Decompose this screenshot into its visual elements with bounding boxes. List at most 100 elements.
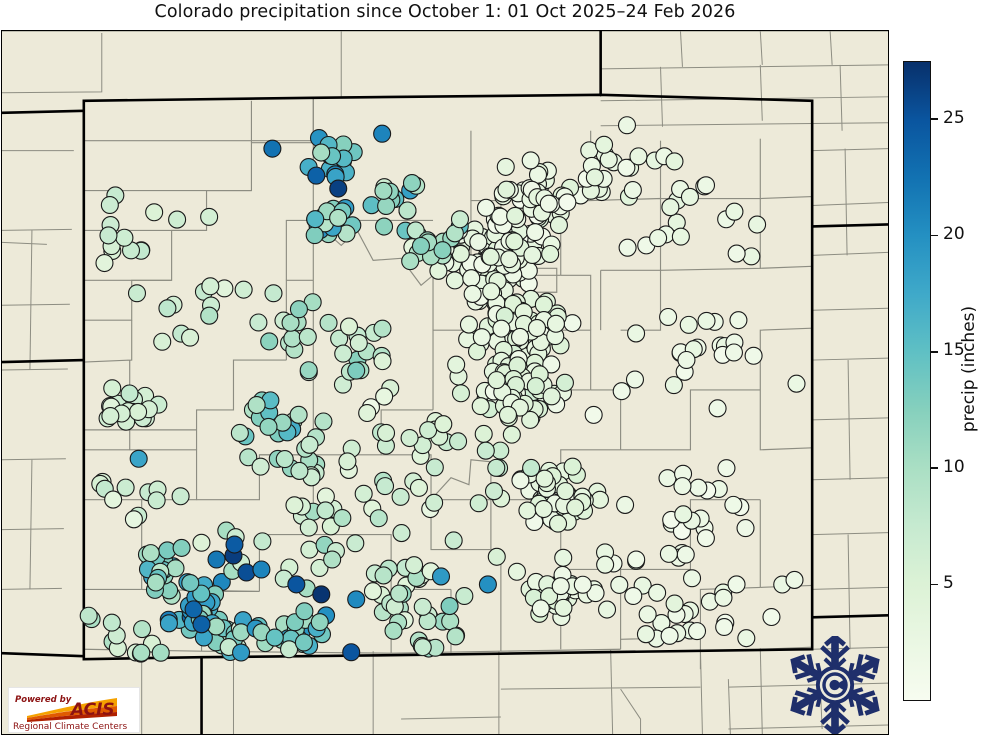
tick-mark	[931, 583, 938, 586]
station-marker	[133, 620, 152, 639]
station-marker	[444, 531, 463, 550]
station-marker	[665, 152, 684, 171]
station-marker	[373, 319, 392, 338]
station-marker	[595, 135, 614, 154]
station-marker	[305, 226, 324, 245]
station-marker	[573, 575, 592, 594]
station-marker	[612, 382, 631, 401]
tick-mark	[931, 234, 938, 237]
station-marker	[447, 355, 466, 374]
station-marker	[347, 590, 366, 609]
station-marker	[586, 584, 605, 603]
station-marker	[482, 282, 501, 301]
station-marker	[375, 387, 394, 406]
station-marker	[659, 307, 678, 327]
station-marker	[377, 196, 396, 216]
station-marker	[295, 602, 314, 621]
station-marker	[145, 203, 164, 222]
station-marker	[659, 544, 678, 563]
station-marker	[673, 477, 692, 496]
station-marker	[680, 187, 699, 206]
station-marker	[103, 379, 122, 398]
station-marker	[531, 599, 550, 618]
station-marker	[147, 491, 166, 510]
station-marker	[742, 247, 761, 266]
station-marker	[526, 223, 545, 242]
station-marker	[391, 487, 410, 506]
station-marker	[230, 423, 249, 442]
station-marker	[323, 550, 342, 569]
station-marker	[120, 384, 139, 403]
station-marker	[534, 500, 553, 519]
station-marker	[566, 498, 585, 517]
station-marker	[79, 606, 98, 625]
station-marker	[727, 575, 746, 594]
station-marker	[534, 295, 553, 314]
station-marker	[697, 311, 716, 330]
station-marker	[294, 633, 313, 652]
station-marker	[159, 614, 178, 633]
station-marker	[683, 569, 702, 588]
station-marker	[476, 198, 496, 217]
station-marker	[253, 532, 272, 551]
station-marker	[377, 423, 396, 442]
station-marker	[129, 449, 148, 468]
station-marker	[521, 410, 540, 429]
map-axes	[1, 30, 889, 735]
station-marker	[546, 314, 565, 333]
station-marker	[554, 548, 573, 567]
station-marker	[487, 458, 506, 477]
station-marker	[374, 566, 393, 585]
station-marker	[528, 165, 548, 184]
station-marker	[450, 210, 469, 229]
station-marker	[502, 425, 521, 444]
station-marker	[431, 567, 451, 586]
station-marker	[100, 195, 119, 215]
station-marker	[392, 524, 411, 543]
station-marker	[498, 405, 517, 424]
station-marker	[440, 597, 459, 616]
station-marker	[349, 333, 368, 353]
station-marker	[476, 441, 495, 460]
station-marker	[252, 560, 271, 579]
station-marker	[660, 626, 679, 645]
station-marker	[616, 495, 635, 514]
station-marker	[598, 600, 617, 619]
station-marker	[200, 306, 219, 325]
station-marker	[451, 244, 470, 263]
station-marker	[625, 370, 645, 389]
station-marker	[376, 477, 395, 496]
station-marker	[132, 643, 151, 662]
station-marker	[526, 377, 545, 396]
station-marker	[298, 327, 317, 346]
station-marker	[696, 529, 715, 548]
station-marker	[481, 247, 500, 266]
station-marker	[259, 417, 278, 436]
station-marker	[300, 435, 319, 454]
station-marker	[265, 628, 284, 647]
station-marker	[584, 405, 603, 424]
station-marker	[688, 622, 707, 641]
station-marker	[737, 629, 756, 648]
station-marker	[247, 396, 266, 415]
station-marker	[539, 194, 558, 213]
station-marker	[127, 284, 147, 303]
station-marker	[727, 244, 746, 263]
station-marker	[102, 613, 121, 632]
station-marker	[541, 244, 560, 263]
station-marker	[549, 514, 568, 533]
station-marker	[283, 329, 302, 348]
station-marker	[312, 143, 331, 162]
station-marker	[554, 598, 573, 617]
station-marker	[299, 518, 318, 537]
acis-powered-by-text: Powered by	[15, 695, 72, 705]
station-marker	[714, 588, 733, 607]
station-marker	[402, 174, 422, 193]
station-marker	[610, 575, 629, 594]
station-marker	[674, 505, 693, 524]
station-marker	[551, 577, 570, 596]
station-marker	[347, 361, 366, 380]
station-marker	[724, 343, 743, 362]
station-marker	[715, 617, 734, 637]
